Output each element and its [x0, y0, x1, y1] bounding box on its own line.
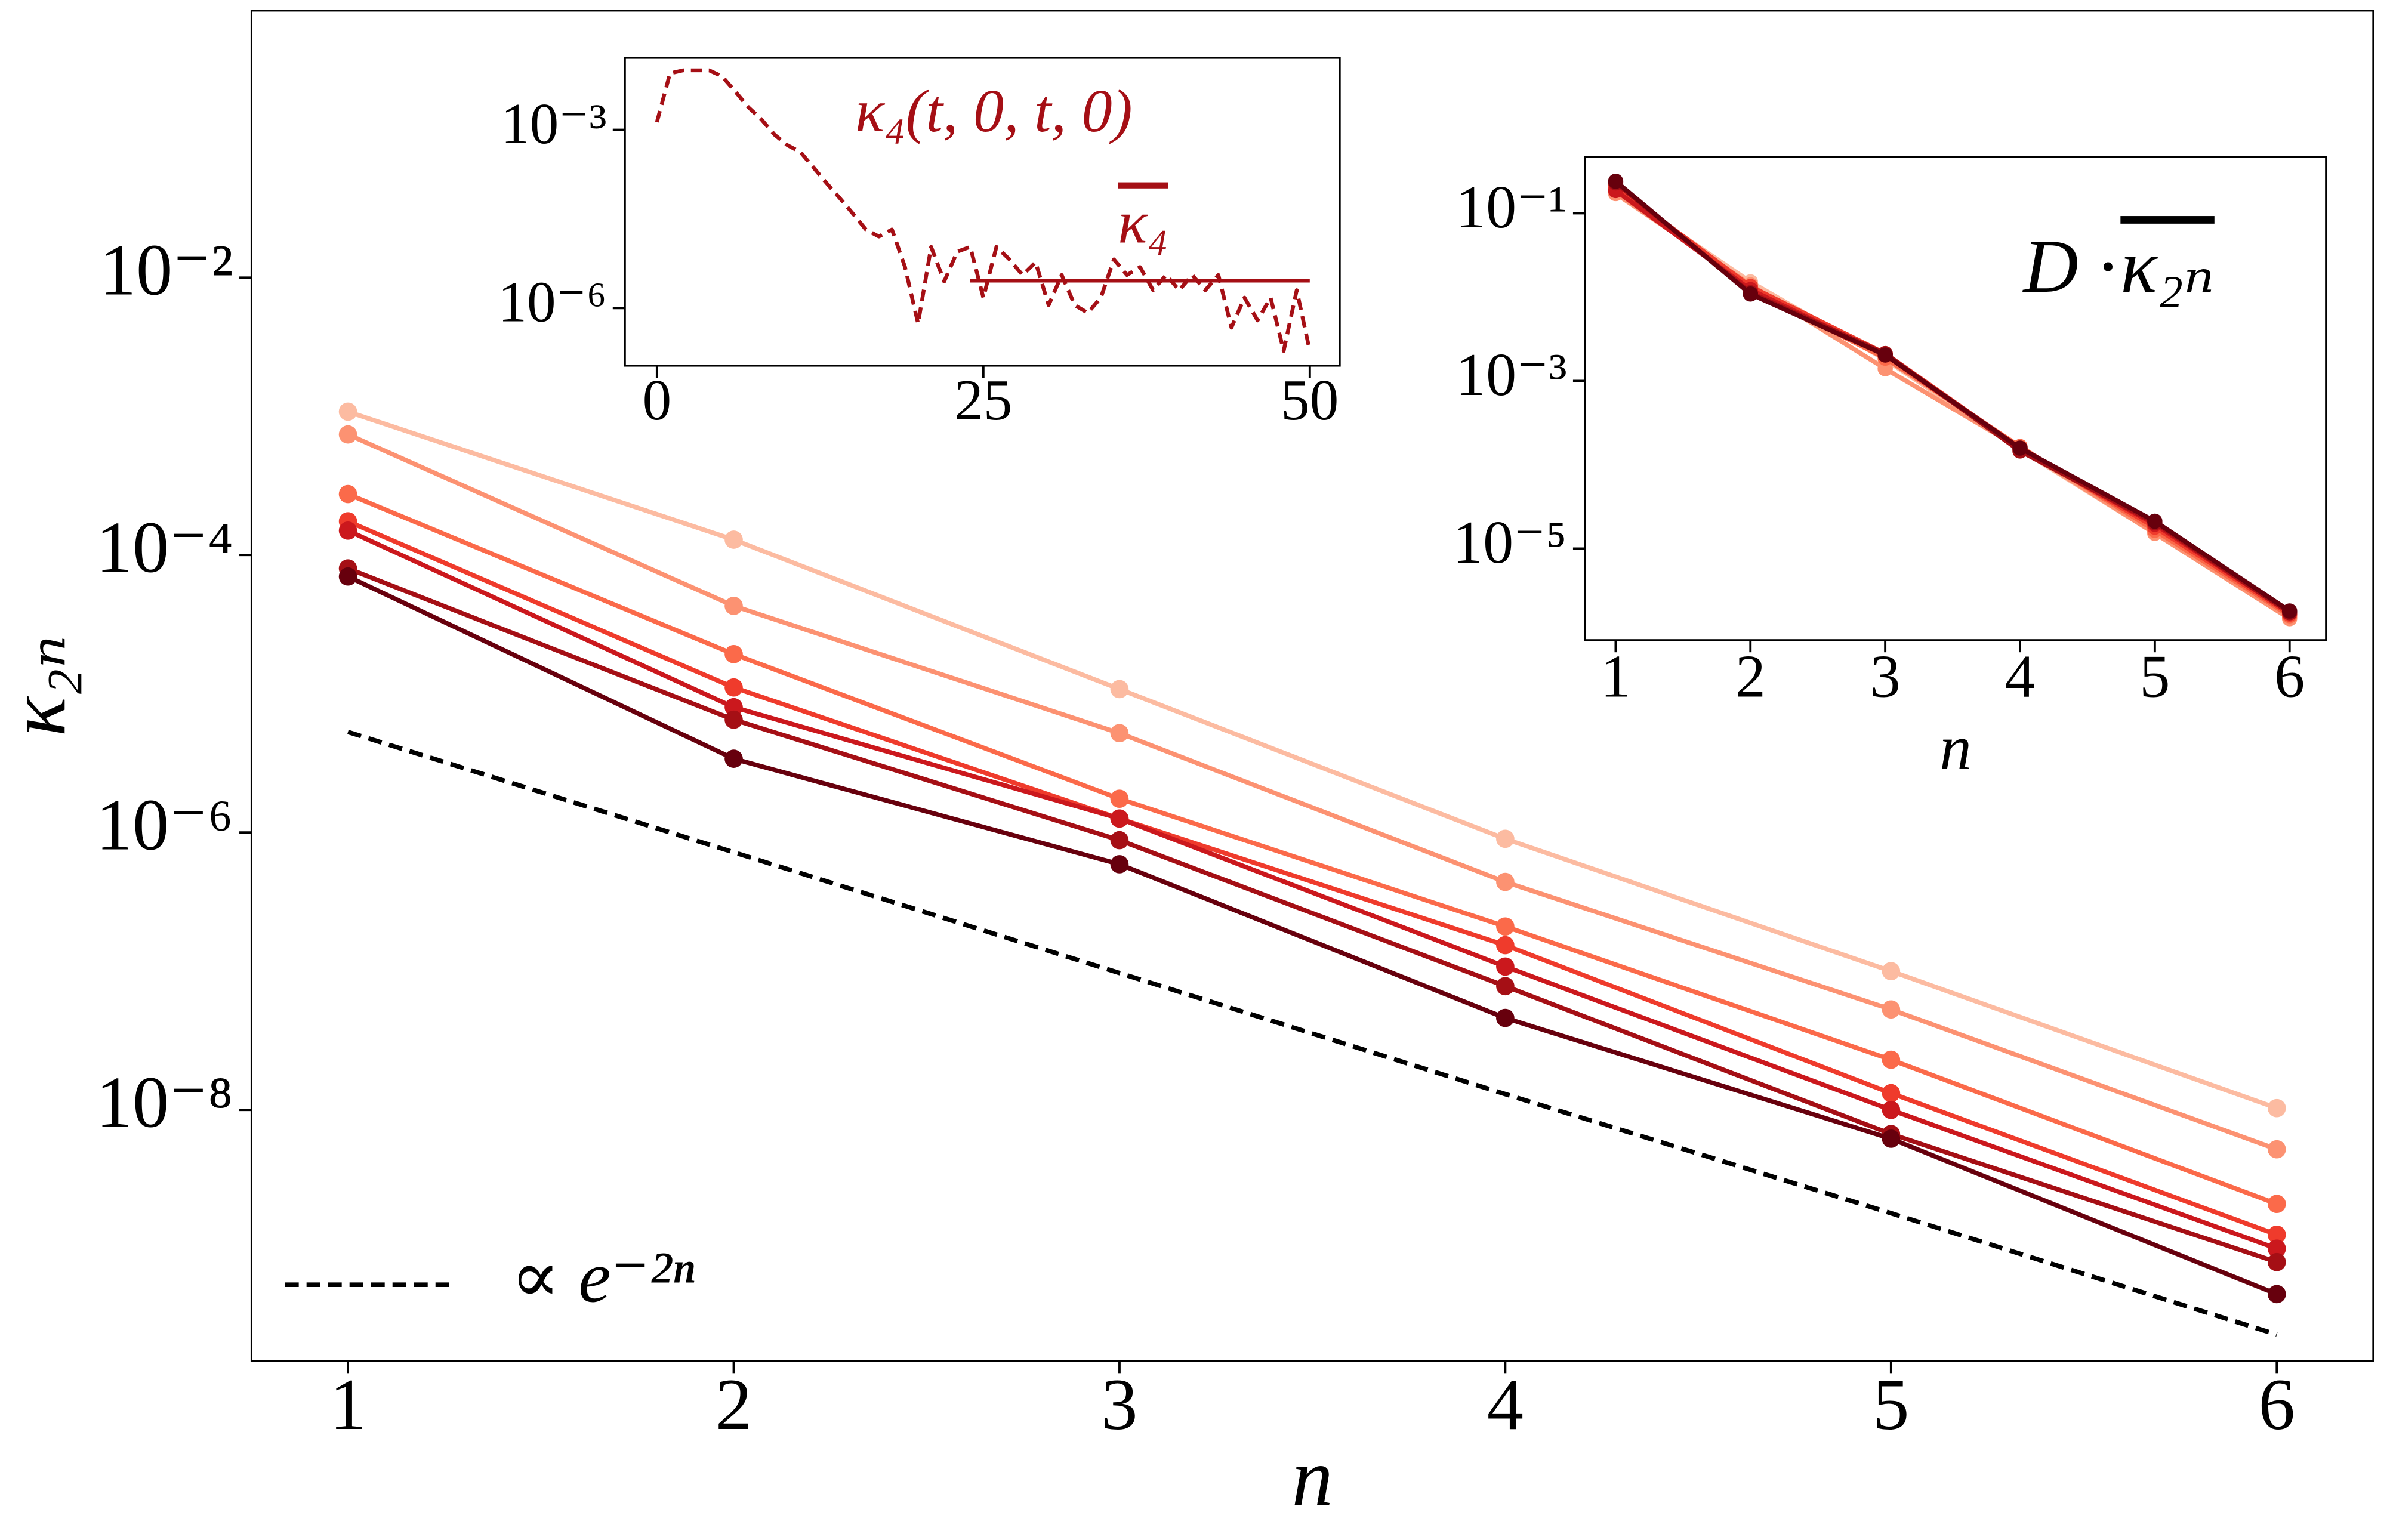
point [1496, 872, 1515, 891]
annotation: D · [2022, 224, 2117, 308]
x-tick-label: 2 [1735, 643, 1766, 711]
series-line [347, 492, 2278, 1206]
point [1496, 1008, 1515, 1027]
point [724, 530, 743, 549]
point [724, 644, 743, 663]
point [2281, 603, 2298, 619]
point [1110, 831, 1129, 850]
point [2267, 1225, 2286, 1244]
chart-2: 1 2 3 4 5 6 10⁻⁵ 10⁻³ 10⁻¹ n D · κ₂ₙ [1452, 156, 2327, 783]
x-tick-label: 6 [2259, 1364, 2295, 1445]
point [724, 597, 743, 615]
annotation: κ₂ₙ [2120, 224, 2214, 308]
chart-1: 0 25 50 10⁻⁶ 10⁻³ κ₄(t, 0, t, 0) κ₄ [498, 57, 1341, 432]
x-axis-label: n [1292, 1431, 1333, 1523]
series-line [347, 519, 2278, 1237]
legend-label: ∝ e⁻²ⁿ [511, 1236, 695, 1317]
series-line [347, 409, 2278, 1110]
point [1496, 829, 1515, 848]
x-tick-label: 3 [1870, 643, 1901, 711]
series-line [347, 432, 2278, 1152]
x-tick-label: 4 [2004, 643, 2035, 711]
axes-frame [1584, 156, 2327, 641]
y-axis-label: κ₂ₙ [0, 635, 82, 736]
point [1496, 936, 1515, 955]
point [1877, 361, 1893, 376]
y-tick-label: 10⁻⁸ [96, 1061, 233, 1143]
point [1877, 347, 1893, 363]
point [1496, 957, 1515, 976]
x-tick-label: 1 [329, 1364, 366, 1445]
x-tick-label: 2 [716, 1364, 752, 1445]
point [2267, 1140, 2286, 1159]
x-tick-label: 25 [954, 368, 1012, 432]
point [1110, 809, 1129, 828]
point [2267, 1195, 2286, 1214]
series-line [1614, 179, 2291, 613]
point [1110, 724, 1129, 743]
series-line [347, 574, 2278, 1297]
point [724, 710, 743, 729]
y-tick-label: 10⁻⁶ [498, 270, 606, 334]
point [1882, 962, 1901, 981]
axes-frame [250, 10, 2374, 1362]
point [724, 749, 743, 768]
series-line [347, 566, 2278, 1264]
point [1608, 174, 1624, 189]
x-tick-label: 3 [1101, 1364, 1137, 1445]
x-tick-label: 0 [643, 368, 672, 432]
y-tick-label: 10⁻³ [1455, 341, 1567, 409]
y-tick-label: 10⁻¹ [1455, 174, 1567, 241]
y-tick-label: 10⁻⁵ [1452, 509, 1567, 576]
y-tick-label: 10⁻³ [501, 92, 606, 156]
point [1110, 855, 1129, 874]
point [1110, 789, 1129, 808]
point [1882, 1129, 1901, 1148]
point [1743, 286, 1759, 302]
point [1882, 1084, 1901, 1103]
x-tick-label: 6 [2274, 643, 2305, 711]
point [2267, 1098, 2286, 1118]
x-tick-label: 5 [1873, 1364, 1909, 1445]
annotation: κ₄ [1118, 189, 1168, 257]
series-line [347, 528, 2278, 1251]
x-tick-label: 1 [1600, 643, 1631, 711]
point [724, 698, 743, 717]
axes-frame [624, 57, 1341, 367]
x-axis-label: n [1939, 712, 1972, 783]
point [1882, 1050, 1901, 1069]
point [1882, 1000, 1901, 1019]
point [2147, 513, 2163, 529]
y-tick-label: 10⁻⁴ [96, 507, 233, 588]
point [2267, 1239, 2286, 1258]
point [1882, 1100, 1901, 1119]
x-tick-label: 5 [2139, 643, 2170, 711]
point [338, 567, 357, 586]
point [338, 484, 357, 504]
dashed-line [655, 68, 1312, 353]
point [2267, 1252, 2286, 1271]
point [2267, 1285, 2286, 1304]
x-tick-label: 50 [1281, 368, 1339, 432]
plot-area [625, 58, 1340, 366]
point [1496, 977, 1515, 996]
point [338, 425, 357, 444]
point [338, 521, 357, 540]
point [2012, 440, 2028, 456]
point [338, 402, 357, 421]
point [1110, 680, 1129, 699]
point [724, 678, 743, 697]
y-tick-label: 10⁻⁶ [96, 784, 233, 865]
annotation: κ₄(t, 0, t, 0) [855, 78, 1133, 145]
dashed-line [347, 730, 2278, 1337]
x-tick-label: 4 [1487, 1364, 1524, 1445]
y-tick-label: 10⁻² [100, 229, 233, 310]
point [1496, 917, 1515, 936]
